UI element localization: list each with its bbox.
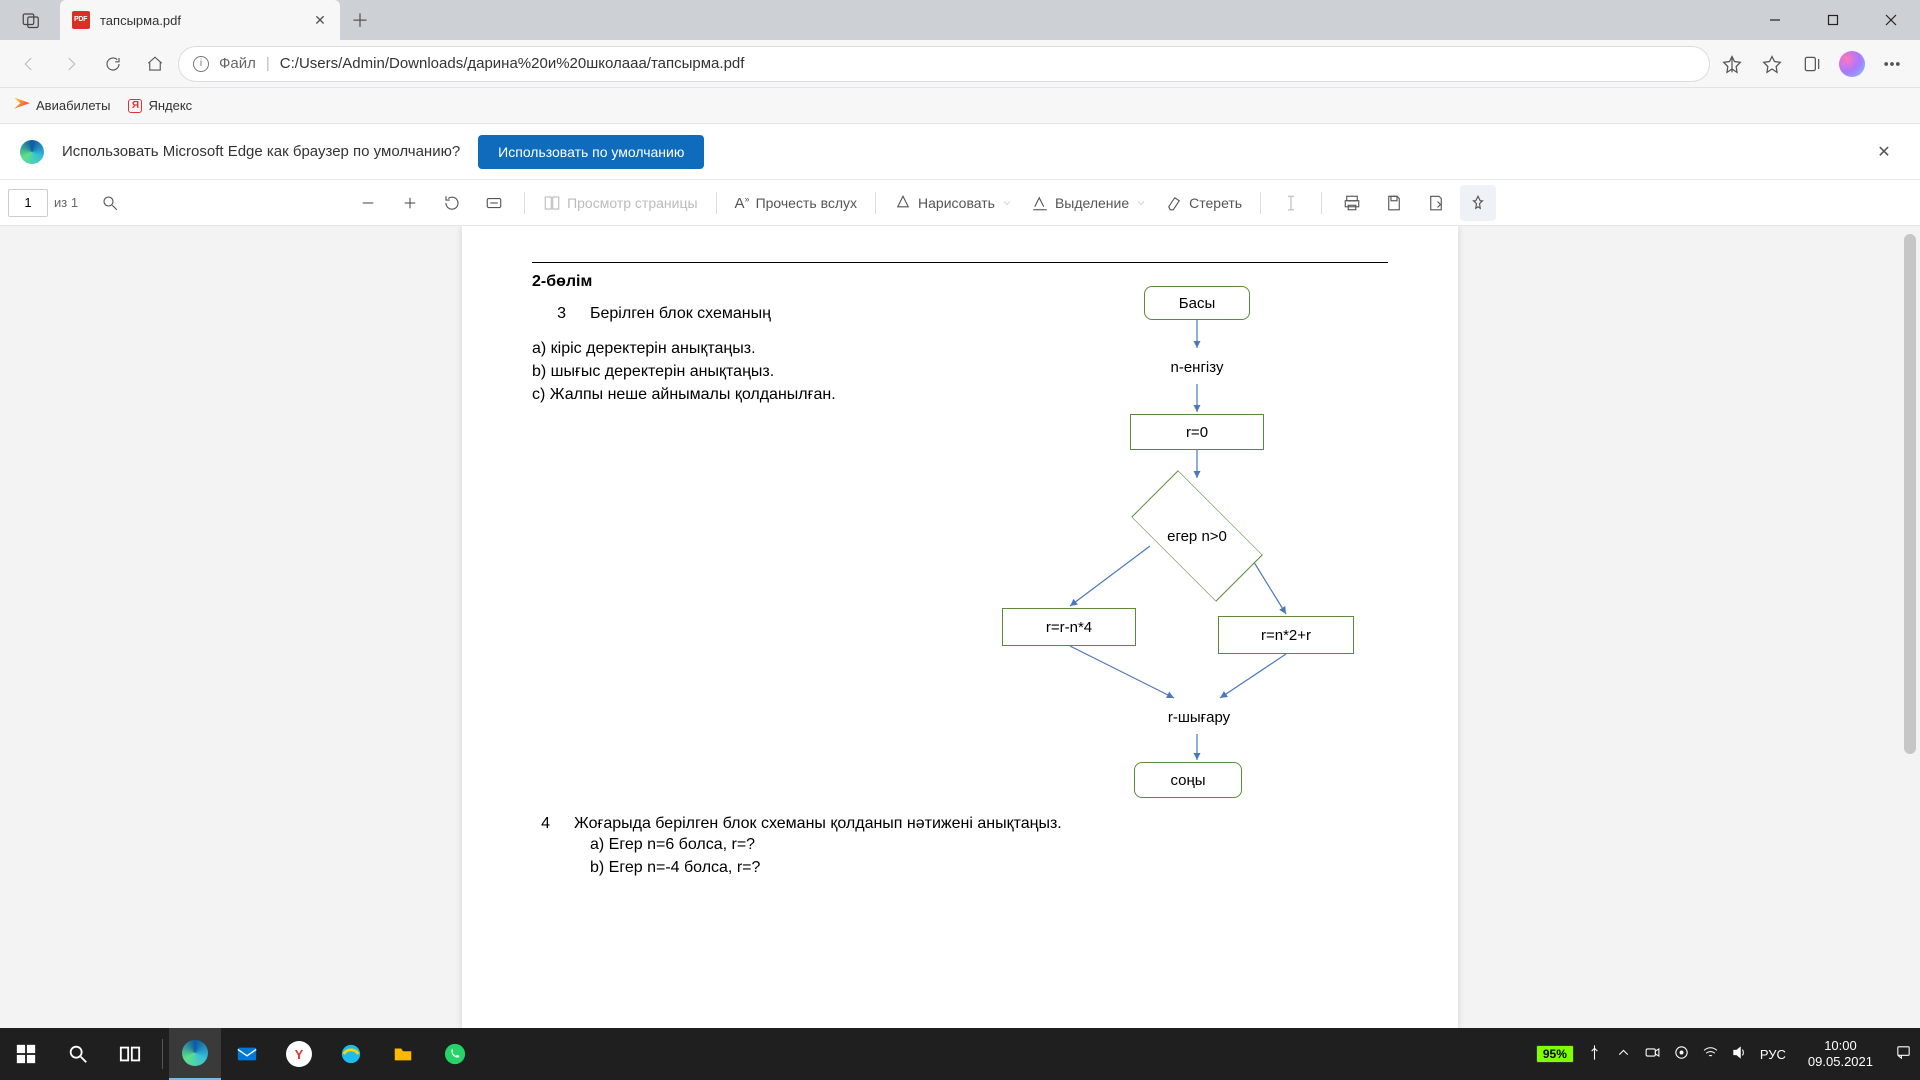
tab-close-icon[interactable]: ✕ bbox=[312, 12, 328, 28]
q4-text: Жоғарыда берілген блок схеманы қолданып … bbox=[574, 815, 1062, 833]
bookmarks-bar: Авиабилеты ЯЯндекс bbox=[0, 88, 1920, 124]
wifi-icon[interactable] bbox=[1702, 1044, 1719, 1064]
bookmark-aviabilety[interactable]: Авиабилеты bbox=[14, 98, 110, 114]
nav-back-button[interactable] bbox=[10, 45, 48, 83]
site-info-icon[interactable]: i bbox=[193, 56, 209, 72]
battery-indicator[interactable]: 95% bbox=[1536, 1045, 1574, 1063]
zoom-out-button[interactable] bbox=[350, 185, 386, 221]
flow-input: n-енгізу bbox=[1122, 350, 1272, 384]
q4a: a) Егер n=6 болса, r=? bbox=[590, 833, 1388, 856]
flow-start: Басы bbox=[1144, 286, 1250, 320]
q4b: b) Егер n=-4 болса, r=? bbox=[590, 856, 1388, 879]
pin-toolbar-icon[interactable] bbox=[1460, 185, 1496, 221]
flow-right: r=n*2+r bbox=[1218, 616, 1354, 654]
flow-output: r-шығару bbox=[1124, 700, 1274, 734]
read-aloud-button[interactable]: A»Прочесть вслух bbox=[729, 194, 863, 212]
taskbar-edge-icon[interactable] bbox=[169, 1028, 221, 1080]
prompt-text: Использовать Microsoft Edge как браузер … bbox=[62, 143, 460, 160]
flow-end: соңы bbox=[1134, 762, 1242, 798]
nav-refresh-button[interactable] bbox=[94, 45, 132, 83]
highlight-button[interactable]: Выделение bbox=[1025, 194, 1153, 212]
read-later-icon[interactable] bbox=[1714, 46, 1750, 82]
url-field[interactable]: i Файл | C:/Users/Admin/Downloads/дарина… bbox=[178, 46, 1710, 82]
prompt-close-icon[interactable]: ✕ bbox=[1868, 136, 1900, 168]
profile-avatar[interactable] bbox=[1834, 46, 1870, 82]
vertical-scrollbar[interactable] bbox=[1902, 226, 1918, 1028]
search-icon[interactable] bbox=[92, 185, 128, 221]
save-as-icon[interactable] bbox=[1418, 185, 1454, 221]
flow-decision: егер n>0 bbox=[1137, 476, 1257, 596]
window-close-button[interactable] bbox=[1862, 0, 1920, 40]
tab-title: тапсырма.pdf bbox=[100, 13, 302, 28]
page-number-input[interactable] bbox=[8, 189, 48, 217]
tab-active[interactable]: тапсырма.pdf ✕ bbox=[60, 0, 340, 40]
q3-number: 3 bbox=[548, 305, 566, 323]
window-minimize-button[interactable] bbox=[1746, 0, 1804, 40]
pdf-viewer[interactable]: 2-бөлім 3 Берілген блок схеманың a) кірі… bbox=[0, 226, 1920, 1028]
usb-icon[interactable] bbox=[1586, 1044, 1603, 1064]
url-path: C:/Users/Admin/Downloads/дарина%20и%20шк… bbox=[280, 55, 745, 72]
q3-text: Берілген блок схеманың bbox=[590, 305, 771, 323]
plane-icon bbox=[14, 98, 30, 114]
clock[interactable]: 10:00 09.05.2021 bbox=[1798, 1038, 1883, 1069]
taskbar-ie-icon[interactable] bbox=[325, 1028, 377, 1080]
start-button[interactable] bbox=[0, 1028, 52, 1080]
chevron-up-icon[interactable] bbox=[1615, 1044, 1632, 1064]
search-task-icon[interactable] bbox=[52, 1028, 104, 1080]
taskbar-mail-icon[interactable] bbox=[221, 1028, 273, 1080]
set-default-button[interactable]: Использовать по умолчанию bbox=[478, 135, 704, 169]
taskbar-explorer-icon[interactable] bbox=[377, 1028, 429, 1080]
taskbar-whatsapp-icon[interactable] bbox=[429, 1028, 481, 1080]
edge-icon bbox=[20, 140, 44, 164]
taskbar: Y 95% РУС 10:00 09.05.2021 bbox=[0, 1028, 1920, 1080]
page-count-label: из 1 bbox=[54, 195, 78, 210]
language-indicator[interactable]: РУС bbox=[1760, 1047, 1786, 1062]
meet-now-icon[interactable] bbox=[1644, 1044, 1661, 1064]
draw-button[interactable]: Нарисовать bbox=[888, 194, 1019, 212]
bookmark-yandex[interactable]: ЯЯндекс bbox=[128, 98, 192, 113]
url-scheme-label: Файл bbox=[219, 55, 256, 72]
taskbar-yandex-icon[interactable]: Y bbox=[273, 1028, 325, 1080]
task-view-icon[interactable] bbox=[104, 1028, 156, 1080]
nav-home-button[interactable] bbox=[136, 45, 174, 83]
zoom-in-button[interactable] bbox=[392, 185, 428, 221]
default-browser-prompt: Использовать Microsoft Edge как браузер … bbox=[0, 124, 1920, 180]
text-select-icon[interactable] bbox=[1273, 185, 1309, 221]
q4-number: 4 bbox=[532, 815, 550, 833]
address-bar: i Файл | C:/Users/Admin/Downloads/дарина… bbox=[0, 40, 1920, 88]
settings-more-icon[interactable] bbox=[1874, 46, 1910, 82]
pdf-toolbar: из 1 Просмотр страницы A»Прочесть вслух … bbox=[0, 180, 1920, 226]
titlebar: тапсырма.pdf ✕ ＋ bbox=[0, 0, 1920, 40]
rotate-button[interactable] bbox=[434, 185, 470, 221]
save-icon[interactable] bbox=[1376, 185, 1412, 221]
tab-actions-icon[interactable] bbox=[0, 0, 60, 40]
pdf-icon bbox=[72, 11, 90, 29]
page-view-button[interactable]: Просмотр страницы bbox=[537, 194, 703, 212]
system-tray: 95% РУС 10:00 09.05.2021 bbox=[1528, 1038, 1920, 1069]
flow-init: r=0 bbox=[1130, 414, 1264, 450]
flowchart: Басы n-енгізу r=0 егер n>0 r=r-n*4 r=n*2… bbox=[962, 286, 1382, 816]
fit-page-button[interactable] bbox=[476, 185, 512, 221]
print-icon[interactable] bbox=[1334, 185, 1370, 221]
nav-forward-button[interactable] bbox=[52, 45, 90, 83]
collections-icon[interactable] bbox=[1794, 46, 1830, 82]
notifications-icon[interactable] bbox=[1895, 1044, 1912, 1064]
pdf-page: 2-бөлім 3 Берілген блок схеманың a) кірі… bbox=[462, 226, 1458, 1028]
location-icon[interactable] bbox=[1673, 1044, 1690, 1064]
window-maximize-button[interactable] bbox=[1804, 0, 1862, 40]
flow-left: r=r-n*4 bbox=[1002, 608, 1136, 646]
new-tab-button[interactable]: ＋ bbox=[340, 0, 380, 40]
yandex-icon: Я bbox=[128, 99, 142, 113]
erase-button[interactable]: Стереть bbox=[1159, 194, 1248, 212]
favorites-icon[interactable] bbox=[1754, 46, 1790, 82]
volume-icon[interactable] bbox=[1731, 1044, 1748, 1064]
